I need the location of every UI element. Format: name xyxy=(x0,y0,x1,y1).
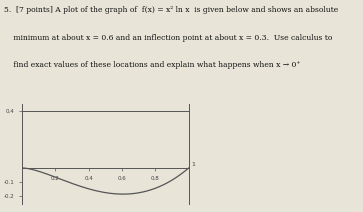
Text: 1: 1 xyxy=(192,162,195,167)
Text: 5.  [7 points] A plot of the graph of  f(x) = x² ln x  is given below and shows : 5. [7 points] A plot of the graph of f(x… xyxy=(4,6,338,14)
Text: find exact values of these locations and explain what happens when x → 0⁺: find exact values of these locations and… xyxy=(4,61,300,70)
Text: minimum at about x = 0.6 and an inflection point at about x = 0.3.  Use calculus: minimum at about x = 0.6 and an inflecti… xyxy=(4,34,332,42)
